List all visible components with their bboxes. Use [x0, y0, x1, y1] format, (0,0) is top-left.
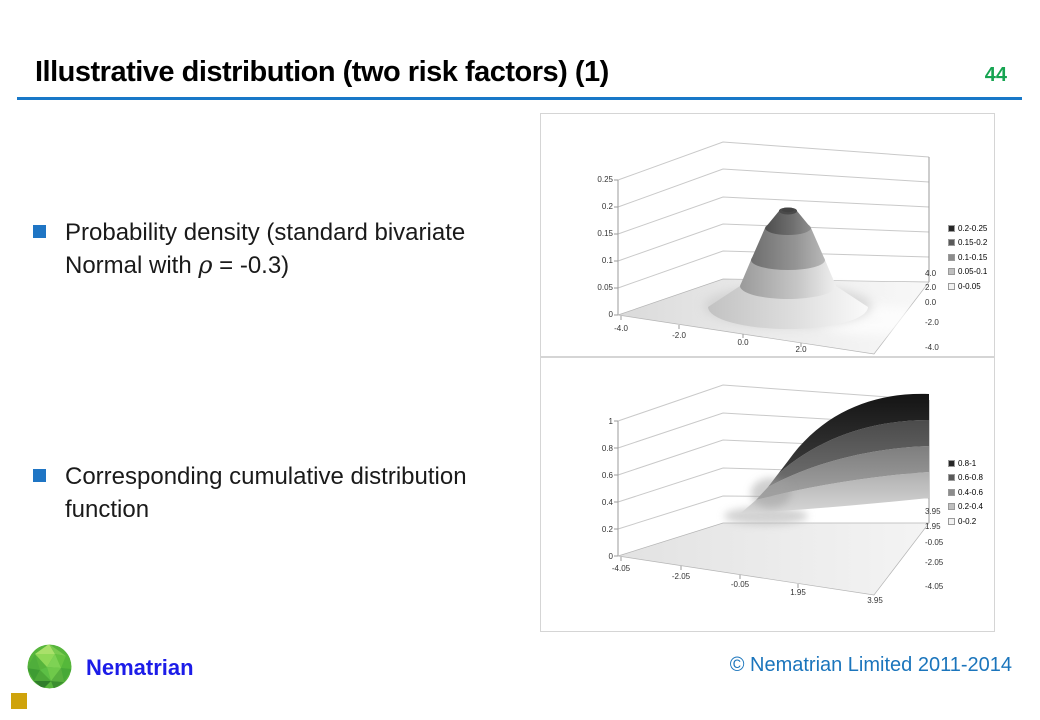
z-axis-tick: 0.2 [601, 525, 613, 534]
x-axis-tick: -2.05 [671, 572, 691, 581]
legend-swatch [948, 503, 955, 510]
legend-item: 0.15-0.2 [948, 238, 987, 247]
legend-item: 0.05-0.1 [948, 267, 987, 276]
z-axis-tick: 0 [608, 552, 613, 561]
front-edge-ticks [620, 557, 799, 588]
x-axis-tick: 1.95 [790, 588, 806, 597]
cdf-surface [724, 393, 929, 525]
legend-label: 0.15-0.2 [958, 238, 988, 247]
legend-swatch [948, 225, 955, 232]
legend-item: 0.1-0.15 [948, 253, 987, 262]
y-axis-tick: -4.05 [925, 582, 944, 591]
y-axis-tick: 2.0 [925, 283, 937, 292]
z-axis-tick: 0.8 [601, 444, 613, 453]
z-axis-tick: 0.2 [601, 202, 613, 211]
legend-swatch [948, 460, 955, 467]
bullet-item-probability-density: Probability density (standard bivariate … [33, 216, 519, 282]
legend-swatch [948, 254, 955, 261]
corner-marker [11, 693, 27, 709]
title-divider [17, 97, 1022, 100]
legend-swatch [948, 268, 955, 275]
x-axis-tick: -2.0 [672, 331, 686, 340]
legend-item: 0-0.2 [948, 517, 976, 526]
legend-label: 0.2-0.25 [958, 224, 988, 233]
copyright-text: © Nematrian Limited 2011-2014 [729, 654, 1012, 676]
legend-label: 0.2-0.4 [958, 502, 983, 511]
z-axis-tick: 0.25 [597, 175, 613, 184]
density-surface [704, 207, 926, 335]
z-axis-tick: 0 [608, 310, 613, 319]
z-axis-tick: 1 [608, 417, 613, 426]
y-axis-tick: 3.95 [925, 507, 941, 516]
legend-swatch [948, 518, 955, 525]
pdf-surface-plot [614, 141, 930, 355]
z-axis-tick: 0.05 [597, 283, 613, 292]
legend-label: 0.05-0.1 [958, 267, 988, 276]
x-axis-tick: -4.0 [614, 324, 628, 333]
axis-frame [614, 157, 930, 316]
z-axis-tick: 0.6 [601, 471, 613, 480]
legend-label: 0.6-0.8 [958, 473, 983, 482]
x-axis-tick: 0.0 [737, 338, 749, 347]
x-axis-tick: -4.05 [611, 564, 631, 573]
x-axis-tick: 2.0 [795, 345, 807, 354]
chart-panel-pdf: 0.25 0.2 0.15 0.1 0.05 0 -4.0 -2.0 0.0 2… [540, 113, 995, 357]
y-axis-tick: 4.0 [925, 269, 937, 278]
legend-swatch [948, 239, 955, 246]
y-axis-tick: 1.95 [925, 522, 941, 531]
legend-swatch [948, 489, 955, 496]
z-axis-tick: 0.1 [601, 256, 613, 265]
bullet-marker [33, 469, 46, 482]
legend-item: 0.4-0.6 [948, 488, 983, 497]
legend-item: 0.8-1 [948, 459, 976, 468]
y-axis-tick: 0.0 [925, 298, 937, 307]
y-axis-tick: -2.0 [925, 318, 939, 327]
z-axis-tick: 0.4 [601, 498, 613, 507]
bullet-text: Corresponding cumulative distribution fu… [65, 463, 467, 523]
page-number: 44 [984, 64, 1007, 86]
legend-swatch [948, 283, 955, 290]
legend-item: 0.6-0.8 [948, 473, 983, 482]
nematrian-logo-icon [27, 644, 72, 689]
x-axis-tick: 3.95 [867, 596, 883, 605]
y-axis-tick: -2.05 [925, 558, 944, 567]
cdf-surface-plot [614, 384, 930, 596]
y-axis-tick: -0.05 [925, 538, 944, 547]
page-title: Illustrative distribution (two risk fact… [35, 56, 609, 88]
legend-label: 0-0.05 [958, 282, 981, 291]
legend-item: 0.2-0.25 [948, 224, 987, 233]
brand-name: Nematrian [86, 655, 194, 680]
chart-floor [617, 522, 930, 596]
legend-label: 0.1-0.15 [958, 253, 988, 262]
front-edge-ticks [620, 316, 802, 347]
rho-symbol: ρ [198, 251, 213, 279]
legend-swatch [948, 474, 955, 481]
legend-label: 0-0.2 [958, 517, 977, 526]
bullet-text: Probability density (standard bivariate … [65, 219, 466, 279]
y-axis-tick: -4.0 [925, 343, 939, 352]
bullet-marker [33, 225, 46, 238]
z-axis-tick: 0.15 [597, 229, 613, 238]
chart-panel-cdf: 1 0.8 0.6 0.4 0.2 0 -4.05 -2.05 -0.05 1.… [540, 357, 995, 632]
bullet-item-cdf: Corresponding cumulative distribution fu… [33, 460, 519, 526]
wall-gridlines [617, 141, 930, 289]
legend-label: 0.8-1 [958, 459, 977, 468]
legend-label: 0.4-0.6 [958, 488, 983, 497]
legend-item: 0.2-0.4 [948, 502, 983, 511]
legend-item: 0-0.05 [948, 282, 981, 291]
x-axis-tick: -0.05 [730, 580, 750, 589]
